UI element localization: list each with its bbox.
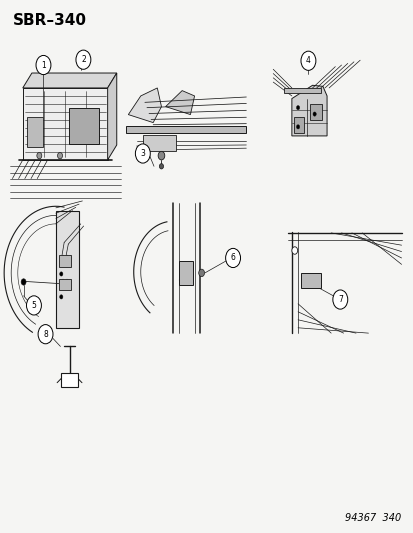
- Circle shape: [135, 144, 150, 163]
- Polygon shape: [23, 73, 116, 88]
- Bar: [142, 135, 176, 151]
- Bar: [27, 117, 43, 147]
- Bar: [126, 126, 246, 133]
- Circle shape: [158, 151, 164, 160]
- Circle shape: [300, 51, 315, 70]
- Circle shape: [198, 269, 204, 277]
- Polygon shape: [291, 85, 326, 136]
- Bar: [59, 255, 71, 266]
- Bar: [293, 117, 304, 133]
- Circle shape: [57, 152, 62, 159]
- Polygon shape: [23, 88, 107, 160]
- Text: 8: 8: [43, 330, 48, 338]
- Circle shape: [159, 164, 163, 169]
- Circle shape: [332, 290, 347, 309]
- Bar: [59, 279, 71, 290]
- Text: 3: 3: [140, 149, 145, 158]
- Circle shape: [296, 125, 299, 129]
- Bar: [69, 108, 99, 144]
- Circle shape: [312, 112, 316, 116]
- Circle shape: [36, 55, 51, 75]
- Text: SBR–340: SBR–340: [12, 13, 86, 28]
- Text: 94367  340: 94367 340: [344, 513, 401, 523]
- Circle shape: [291, 247, 297, 254]
- Text: 4: 4: [305, 56, 310, 65]
- Polygon shape: [165, 91, 194, 115]
- Circle shape: [296, 106, 299, 110]
- Circle shape: [59, 295, 63, 299]
- Text: 1: 1: [41, 61, 46, 69]
- Circle shape: [21, 279, 26, 285]
- Text: 6: 6: [230, 254, 235, 262]
- Bar: [61, 373, 78, 387]
- Polygon shape: [128, 88, 161, 123]
- Circle shape: [37, 152, 42, 159]
- Circle shape: [38, 325, 53, 344]
- Bar: [283, 88, 320, 93]
- Text: 7: 7: [337, 295, 342, 304]
- Bar: [178, 261, 193, 285]
- Text: 5: 5: [31, 301, 36, 310]
- Bar: [309, 104, 321, 120]
- Text: 2: 2: [81, 55, 85, 64]
- Circle shape: [76, 50, 90, 69]
- Circle shape: [59, 272, 63, 276]
- Circle shape: [225, 248, 240, 268]
- Bar: [56, 211, 78, 328]
- Polygon shape: [107, 73, 116, 160]
- Circle shape: [26, 296, 41, 315]
- Bar: [301, 273, 320, 288]
